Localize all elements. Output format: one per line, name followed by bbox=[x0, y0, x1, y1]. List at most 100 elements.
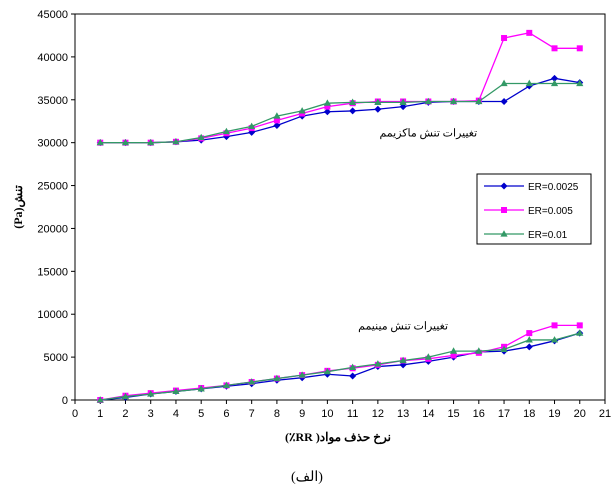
data-point-er-0-005 bbox=[551, 322, 558, 329]
data-point-er-0-01 bbox=[147, 390, 155, 397]
data-point-er-0-01 bbox=[323, 99, 331, 106]
data-point-er-0-01 bbox=[500, 79, 508, 87]
series-layer bbox=[96, 29, 584, 404]
legend: ER=0.0025 ER=0.005 ER=0.01 bbox=[476, 173, 592, 245]
x-tick-label: 18 bbox=[523, 408, 535, 420]
annotation-min-stress: تغییرات تنش مینیمم bbox=[358, 321, 448, 333]
data-point-er-0-0025 bbox=[551, 74, 559, 82]
x-tick-label: 20 bbox=[574, 408, 586, 420]
data-point-er-0-01 bbox=[222, 381, 231, 389]
data-point-er-0-01 bbox=[576, 79, 584, 87]
data-point-er-0-01 bbox=[298, 107, 306, 114]
y-tick-label: 40000 bbox=[37, 52, 68, 64]
data-point-er-0-01 bbox=[96, 138, 104, 146]
x-tick-label: 9 bbox=[299, 408, 305, 420]
figure-caption: (الف) bbox=[291, 470, 323, 485]
data-point-er-0-01 bbox=[374, 98, 382, 105]
x-tick-label: 3 bbox=[148, 408, 154, 420]
y-tick-label: 10000 bbox=[37, 309, 68, 321]
data-point-er-0-0025 bbox=[500, 97, 508, 105]
legend-entry-er-0-005: ER=0.005 bbox=[484, 206, 573, 217]
axes: 0 5000 10000 15000 20000 25000 30000 35000 40000… bbox=[37, 9, 611, 420]
y-tick-label: 20000 bbox=[37, 223, 68, 235]
data-point-er-0-005 bbox=[324, 103, 331, 110]
legend-swatch-marker bbox=[500, 182, 508, 190]
data-point-er-0-0025 bbox=[323, 108, 331, 116]
series-er-0-01 bbox=[96, 79, 584, 403]
data-point-er-0-005 bbox=[576, 45, 583, 52]
x-tick-label: 10 bbox=[321, 408, 333, 420]
x-tick-label: 1 bbox=[97, 408, 103, 420]
data-point-er-0-0025 bbox=[273, 122, 281, 130]
data-point-er-0-01 bbox=[298, 371, 306, 378]
data-point-er-0-01 bbox=[96, 396, 104, 403]
x-tick-label: 14 bbox=[422, 408, 434, 420]
data-point-er-0-01 bbox=[576, 329, 584, 336]
x-axis-title: نرخ حذف مواد( RR٪) bbox=[285, 430, 391, 445]
data-point-er-0-005 bbox=[551, 45, 558, 52]
x-tick-label: 17 bbox=[498, 408, 510, 420]
annotations: تغییرات تنش ماکزیمم تغییرات تنش مینیمم bbox=[358, 128, 477, 333]
data-point-er-0-01 bbox=[475, 347, 483, 354]
x-tick-label: 6 bbox=[223, 408, 229, 420]
y-tick-label: 15000 bbox=[37, 266, 68, 278]
y-tick-label: 25000 bbox=[37, 181, 68, 193]
y-tick-label: 30000 bbox=[37, 138, 68, 150]
data-point-er-0-01 bbox=[248, 122, 256, 129]
data-point-er-0-005 bbox=[526, 330, 533, 337]
x-tick-label: 19 bbox=[548, 408, 560, 420]
data-point-er-0-01 bbox=[172, 387, 180, 395]
series-line-er-0-01-min bbox=[100, 332, 580, 401]
x-tick-label: 8 bbox=[274, 408, 280, 420]
legend-label: ER=0.0025 bbox=[528, 182, 579, 193]
data-point-er-0-01 bbox=[449, 347, 458, 354]
x-tick-label: 16 bbox=[473, 408, 485, 420]
legend-entry-er-0-0025: ER=0.0025 bbox=[484, 182, 579, 193]
data-point-er-0-01 bbox=[197, 133, 205, 141]
data-point-er-0-005 bbox=[450, 352, 457, 359]
x-tick-label: 12 bbox=[372, 408, 384, 420]
legend-swatch-marker bbox=[500, 230, 508, 237]
data-point-er-0-01 bbox=[323, 367, 331, 375]
data-point-er-0-01 bbox=[525, 336, 533, 343]
data-point-er-0-005 bbox=[526, 29, 533, 36]
data-point-er-0-01 bbox=[424, 97, 432, 105]
data-point-er-0-01 bbox=[374, 360, 382, 367]
data-point-er-0-0025 bbox=[349, 372, 357, 380]
y-tick-label: 0 bbox=[62, 395, 68, 407]
plot-area-border bbox=[74, 13, 606, 401]
data-point-er-0-01 bbox=[424, 353, 432, 360]
y-tick-label: 5000 bbox=[44, 352, 68, 364]
data-point-er-0-01 bbox=[197, 385, 205, 392]
legend-swatch-marker bbox=[501, 207, 507, 213]
data-point-er-0-01 bbox=[500, 345, 508, 352]
data-point-er-0-01 bbox=[349, 363, 357, 371]
legend-label: ER=0.005 bbox=[528, 206, 573, 217]
data-point-er-0-0025 bbox=[349, 107, 357, 115]
data-point-er-0-0025 bbox=[374, 105, 382, 113]
data-point-er-0-005 bbox=[501, 35, 508, 42]
data-point-er-0-01 bbox=[121, 138, 130, 146]
x-tick-label: 11 bbox=[347, 408, 358, 420]
x-tick-label: 7 bbox=[249, 408, 255, 420]
data-point-er-0-01 bbox=[273, 374, 281, 382]
legend-label: ER=0.01 bbox=[528, 230, 568, 241]
data-point-er-0-01 bbox=[525, 79, 533, 87]
data-point-er-0-01 bbox=[222, 127, 231, 135]
data-point-er-0-01 bbox=[449, 97, 458, 105]
x-tick-label: 0 bbox=[72, 408, 78, 420]
y-axis-title: تنش(Pa) bbox=[11, 185, 26, 229]
data-point-er-0-01 bbox=[273, 112, 281, 119]
data-point-er-0-005 bbox=[273, 117, 280, 124]
y-tick-label: 35000 bbox=[37, 95, 68, 107]
data-point-er-0-01 bbox=[121, 392, 130, 400]
series-line-er-0-01-max bbox=[100, 82, 580, 144]
data-point-er-0-005 bbox=[576, 322, 583, 329]
data-point-er-0-01 bbox=[349, 98, 357, 105]
data-point-er-0-01 bbox=[172, 138, 180, 145]
legend-entry-er-0-01: ER=0.01 bbox=[484, 230, 568, 241]
data-point-er-0-01 bbox=[475, 97, 483, 105]
data-point-er-0-01 bbox=[550, 336, 559, 343]
x-tick-label: 4 bbox=[173, 408, 179, 420]
